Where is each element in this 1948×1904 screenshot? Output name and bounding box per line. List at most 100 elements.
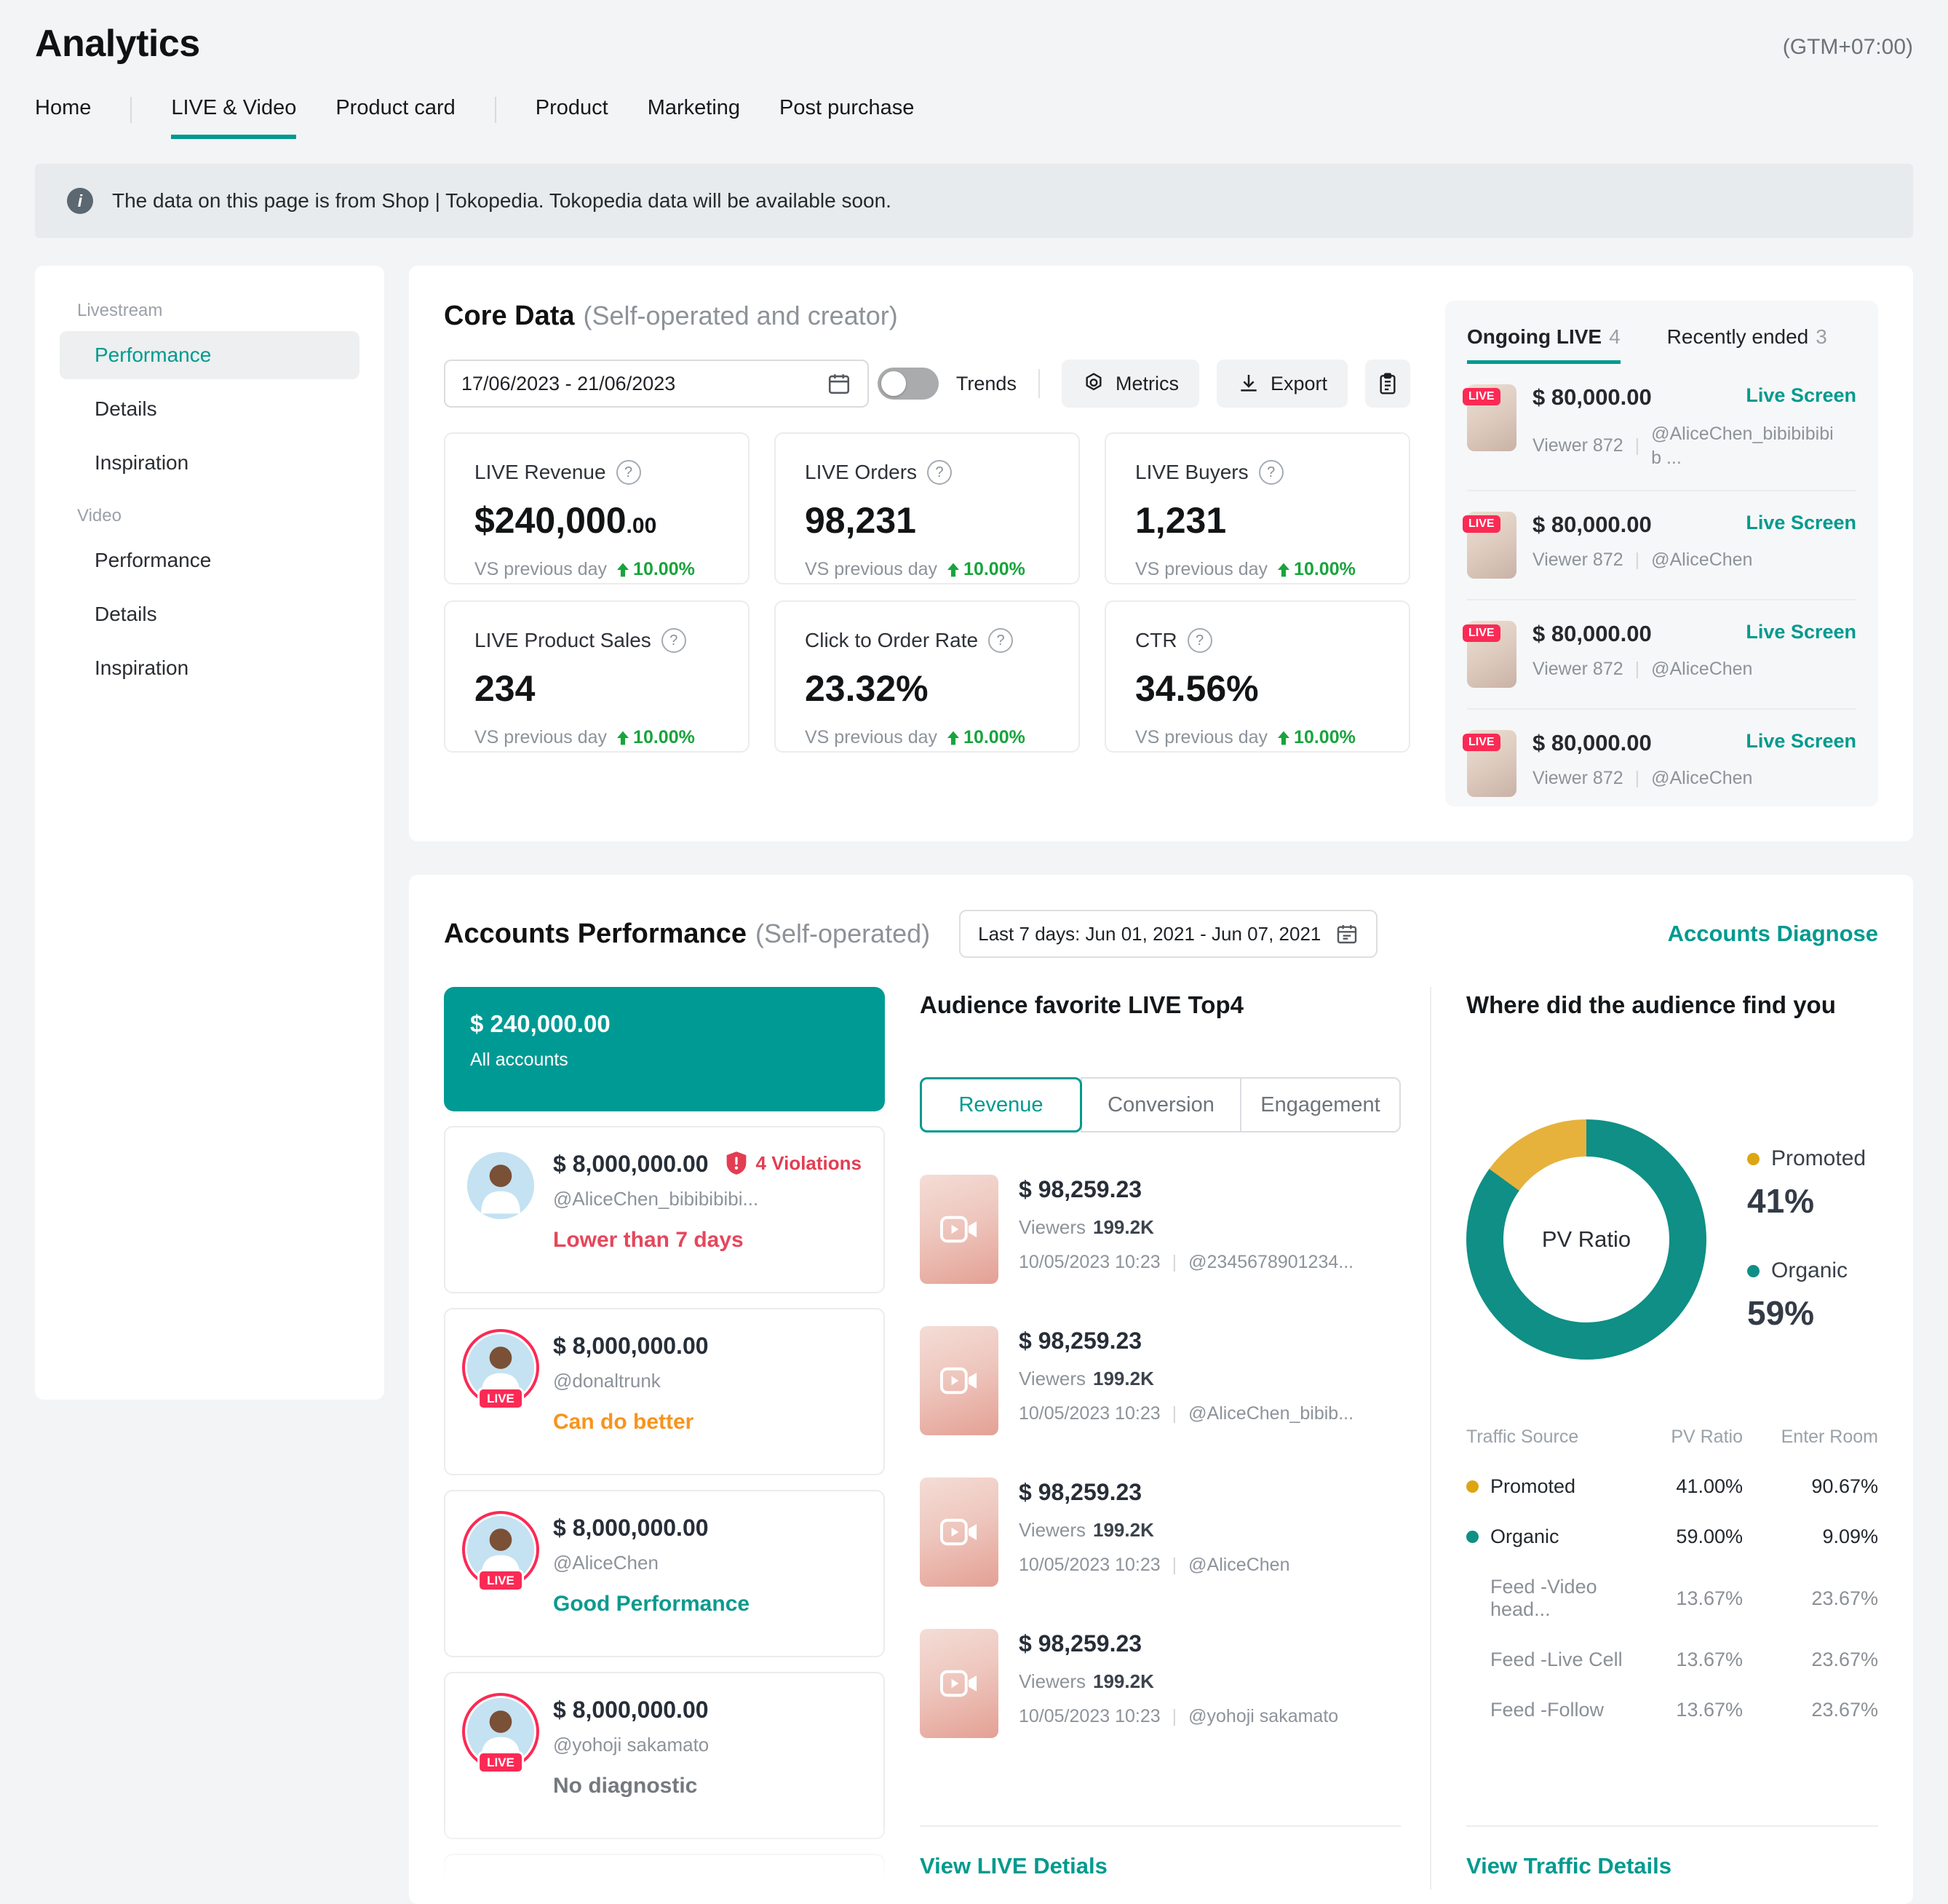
sidebar-item-video-inspiration[interactable]: Inspiration: [95, 657, 189, 679]
favorite-live-item[interactable]: $ 98,259.23 Viewers 199.2K 10/05/2023 10:…: [920, 1477, 1401, 1587]
sidebar-item-livestream-performance[interactable]: Performance: [60, 331, 359, 379]
table-row: Promoted 41.00% 90.67%: [1466, 1475, 1878, 1498]
traffic-table-header: Traffic Source PV Ratio Enter Room: [1466, 1427, 1878, 1448]
live-badge: LIVE: [1463, 515, 1500, 533]
nav-tab-product[interactable]: Product: [535, 96, 608, 119]
live-thumbnail[interactable]: LIVE: [1463, 512, 1516, 579]
account-card[interactable]: LIVE $ 8,000,000.00 @AliceChen Good Perf…: [444, 1490, 885, 1657]
row-enter: 90.67%: [1811, 1475, 1878, 1497]
tab-conversion[interactable]: Conversion: [1081, 1077, 1241, 1133]
account-status: Can do better: [553, 1410, 694, 1434]
sidebar-item-video-performance[interactable]: Performance: [95, 549, 212, 571]
help-icon[interactable]: ?: [988, 628, 1014, 653]
all-accounts-summary-card[interactable]: $ 240,000.00 All accounts: [444, 987, 885, 1111]
view-traffic-details-link[interactable]: View Traffic Details: [1466, 1853, 1671, 1879]
account-handle: @yohoji sakamato: [553, 1734, 709, 1756]
metrics-button[interactable]: Metrics: [1061, 360, 1199, 408]
export-button[interactable]: Export: [1216, 360, 1348, 408]
main-layout: Livestream Performance Details Inspirati…: [35, 266, 1913, 1904]
live-thumbnail[interactable]: LIVE: [1463, 621, 1516, 688]
account-revenue: $ 8,000,000.00: [553, 1697, 709, 1723]
nav-tab-live-video[interactable]: LIVE & Video: [171, 96, 297, 139]
row-label: Feed -Follow: [1490, 1699, 1605, 1721]
live-badge: LIVE: [1463, 388, 1500, 405]
tab-recently-ended-label: Recently ended: [1666, 325, 1809, 348]
sidebar-group-livestream: Livestream: [77, 301, 163, 320]
live-screen-link[interactable]: Live Screen: [1746, 621, 1856, 643]
live-thumbnail[interactable]: LIVE: [1463, 730, 1516, 797]
trends-toggle[interactable]: [877, 368, 939, 400]
nav-tab-product-card[interactable]: Product card: [335, 96, 456, 119]
controls-divider: [1038, 369, 1040, 398]
row-pv: 59.00%: [1676, 1526, 1743, 1547]
metric-change: 10.00%: [1294, 559, 1356, 579]
favorite-live-item[interactable]: $ 98,259.23 Viewers 199.2K 10/05/2023 10:…: [920, 1326, 1401, 1435]
report-clipboard-button[interactable]: [1365, 360, 1410, 408]
core-date-range-picker[interactable]: 17/06/2023 - 21/06/2023: [444, 360, 869, 408]
live-revenue: $ 80,000.00: [1532, 512, 1652, 537]
video-thumbnail: [920, 1326, 998, 1435]
account-card[interactable]: LIVE $ 8,000,000.00 @donaltrunk Can do b…: [444, 1308, 885, 1475]
tab-revenue[interactable]: Revenue: [920, 1077, 1082, 1133]
favorite-live-item[interactable]: $ 98,259.23 Viewers 199.2K 10/05/2023 10:…: [920, 1175, 1401, 1284]
metric-value: 1,231: [1135, 500, 1227, 541]
vs-label: VS previous day: [474, 727, 608, 747]
legend-promoted-label: Promoted: [1771, 1146, 1866, 1170]
help-icon[interactable]: ?: [616, 460, 641, 485]
live-item: LIVE $ 80,000.00 Live Screen Viewer 872 | @…: [1463, 600, 1856, 710]
help-icon[interactable]: ?: [1258, 460, 1284, 485]
live-screen-link[interactable]: Live Screen: [1746, 512, 1856, 533]
organic-dot-icon: [1747, 1264, 1760, 1277]
view-live-details-link[interactable]: View LIVE Detials: [920, 1853, 1108, 1879]
nav-tab-home[interactable]: Home: [35, 96, 92, 119]
metric-card-live-orders: LIVE Orders? 98,231 VS previous day 10.00…: [774, 432, 1080, 584]
shield-alert-icon: [726, 1151, 746, 1175]
sidebar-item-livestream-inspiration[interactable]: Inspiration: [95, 451, 189, 474]
avatar: [467, 1152, 534, 1219]
account-card[interactable]: $ 8,000,000.00 @AliceChen_bibibibibi... …: [444, 1126, 885, 1293]
tab-ongoing-live-count: 4: [1609, 325, 1621, 348]
metric-change: 10.00%: [963, 559, 1025, 579]
row-enter: 23.67%: [1811, 1699, 1878, 1721]
live-screen-link[interactable]: Live Screen: [1746, 730, 1856, 752]
pv-ratio-chart: PV Ratio Promoted 41% Organic 59%: [1466, 1119, 1878, 1360]
nav-tab-marketing[interactable]: Marketing: [647, 96, 741, 119]
live-thumbnail[interactable]: LIVE: [1463, 384, 1516, 451]
live-screen-link[interactable]: Live Screen: [1746, 384, 1856, 406]
help-icon[interactable]: ?: [927, 460, 953, 485]
col-enter-room: Enter Room: [1781, 1427, 1878, 1447]
row-enter: 9.09%: [1822, 1526, 1878, 1547]
info-banner: i The data on this page is from Shop | T…: [35, 164, 1913, 238]
sidebar-item-video-details[interactable]: Details: [95, 603, 157, 625]
metric-value: 34.56%: [1135, 668, 1259, 709]
live-badge: LIVE: [477, 1387, 524, 1410]
live-revenue: $ 98,259.23: [1019, 1328, 1142, 1354]
metric-grid: LIVE Revenue? $240,000.00 VS previous da…: [444, 432, 1410, 753]
accounts-diagnose-link[interactable]: Accounts Diagnose: [1667, 921, 1878, 946]
viewers-label: Viewers: [1019, 1670, 1086, 1692]
sidebar-item-livestream-details[interactable]: Details: [95, 397, 157, 420]
help-icon[interactable]: ?: [661, 628, 686, 653]
tab-ongoing-live[interactable]: Ongoing LIVE 4: [1467, 325, 1621, 364]
violations-badge[interactable]: 4 Violations: [725, 1151, 862, 1175]
accounts-performance-card: Accounts Performance (Self-operated) Last…: [409, 875, 1913, 1904]
account-status: Lower than 7 days: [553, 1228, 744, 1252]
tab-engagement[interactable]: Engagement: [1240, 1077, 1401, 1133]
accounts-date-range-picker[interactable]: Last 7 days: Jun 01, 2021 - Jun 07, 2021: [959, 910, 1378, 958]
avatar-live: LIVE: [467, 1698, 534, 1774]
timezone-label: (GTM+07:00): [1782, 35, 1913, 59]
summary-pointer: [872, 1036, 885, 1062]
nav-tabs: Home LIVE & Video Product card Product M…: [35, 96, 1913, 139]
help-icon[interactable]: ?: [1187, 628, 1212, 653]
viewers-label: Viewers: [1019, 1519, 1086, 1541]
favorite-live-item[interactable]: $ 98,259.23 Viewers 199.2K 10/05/2023 10:…: [920, 1629, 1401, 1738]
metric-value: 98,231: [805, 500, 916, 541]
metric-change: 10.00%: [1294, 727, 1356, 747]
traffic-source-table: Traffic Source PV Ratio Enter Room Promo…: [1466, 1427, 1878, 1721]
account-card[interactable]: LIVE $ 8,000,000.00 @yohoji sakamato No …: [444, 1672, 885, 1839]
calendar-icon: [1337, 925, 1357, 944]
tab-recently-ended[interactable]: Recently ended 3: [1667, 325, 1827, 364]
account-card-clipped[interactable]: $ 8,000,000.00: [444, 1854, 885, 1889]
nav-tab-post-purchase[interactable]: Post purchase: [779, 96, 915, 119]
